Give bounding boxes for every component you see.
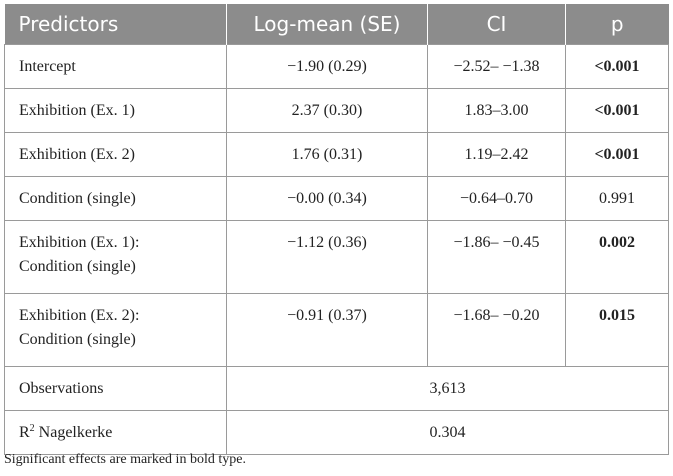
r2-label: R2 Nagelkerke	[4, 410, 227, 455]
ci-cell: 1.83–3.00	[427, 88, 566, 133]
regression-table: Predictors Log-mean (SE) CI p Intercept −…	[4, 4, 669, 455]
predictor-line-1: Exhibition (Ex. 1):	[19, 234, 140, 251]
header-predictors: Predictors	[4, 4, 227, 45]
ci-cell: −2.52– −1.38	[427, 44, 566, 89]
table-row: Exhibition (Ex. 1): Condition (single) −1.…	[4, 220, 669, 294]
table-row: Exhibition (Ex. 2) 1.76 (0.31) 1.19–2.42 <0…	[4, 132, 669, 177]
p-value-cell: 0.015	[565, 293, 669, 367]
p-value-cell: <0.001	[565, 132, 669, 177]
predictor-cell: Condition (single)	[4, 176, 227, 221]
predictor-line-2: Condition (single)	[19, 331, 136, 348]
header-p: p	[565, 4, 669, 45]
r2-row: R2 Nagelkerke 0.304	[4, 410, 669, 455]
header-log-mean: Log-mean (SE)	[226, 4, 428, 45]
predictor-line-2: Condition (single)	[19, 258, 136, 275]
r2-label-rest: Nagelkerke	[34, 424, 113, 441]
ci-cell: −0.64–0.70	[427, 176, 566, 221]
table-body: Intercept −1.90 (0.29) −2.52– −1.38 <0.001 E…	[4, 44, 669, 455]
observations-row: Observations 3,613	[4, 366, 669, 411]
log-mean-cell: 1.76 (0.31)	[226, 132, 428, 177]
log-mean-cell: 2.37 (0.30)	[226, 88, 428, 133]
predictor-line-1: Exhibition (Ex. 2):	[19, 307, 140, 324]
table-row: Exhibition (Ex. 2): Condition (single) −0.…	[4, 293, 669, 367]
predictor-cell: Intercept	[4, 44, 227, 89]
p-value-cell: <0.001	[565, 44, 669, 89]
predictor-cell: Exhibition (Ex. 1)	[4, 88, 227, 133]
ci-cell: 1.19–2.42	[427, 132, 566, 177]
table-row: Condition (single) −0.00 (0.34) −0.64–0.70…	[4, 176, 669, 221]
r2-value: 0.304	[226, 410, 669, 455]
p-value-cell: 0.991	[565, 176, 669, 221]
header-ci: CI	[427, 4, 566, 45]
p-value-cell: <0.001	[565, 88, 669, 133]
predictor-line-1: Exhibition (Ex. 2)	[19, 146, 135, 163]
predictor-cell: Exhibition (Ex. 1): Condition (single)	[4, 220, 227, 294]
log-mean-cell: −1.12 (0.36)	[226, 220, 428, 294]
table-row: Exhibition (Ex. 1) 2.37 (0.30) 1.83–3.00 <0…	[4, 88, 669, 133]
r2-label-r: R	[19, 424, 30, 441]
predictor-line-1: Intercept	[19, 58, 76, 75]
predictor-line-1: Exhibition (Ex. 1)	[19, 102, 135, 119]
observations-value: 3,613	[226, 366, 669, 411]
predictor-cell: Exhibition (Ex. 2)	[4, 132, 227, 177]
ci-cell: −1.86– −0.45	[427, 220, 566, 294]
observations-label: Observations	[4, 366, 227, 411]
table-footnote: Significant effects are marked in bold t…	[4, 452, 246, 467]
r2-label-sup: 2	[29, 423, 35, 434]
log-mean-cell: −1.90 (0.29)	[226, 44, 428, 89]
predictor-cell: Exhibition (Ex. 2): Condition (single)	[4, 293, 227, 367]
table-row: Intercept −1.90 (0.29) −2.52– −1.38 <0.001	[4, 44, 669, 89]
predictor-line-1: Condition (single)	[19, 190, 136, 207]
log-mean-cell: −0.00 (0.34)	[226, 176, 428, 221]
log-mean-cell: −0.91 (0.37)	[226, 293, 428, 367]
header-row: Predictors Log-mean (SE) CI p	[4, 4, 669, 45]
ci-cell: −1.68– −0.20	[427, 293, 566, 367]
p-value-cell: 0.002	[565, 220, 669, 294]
